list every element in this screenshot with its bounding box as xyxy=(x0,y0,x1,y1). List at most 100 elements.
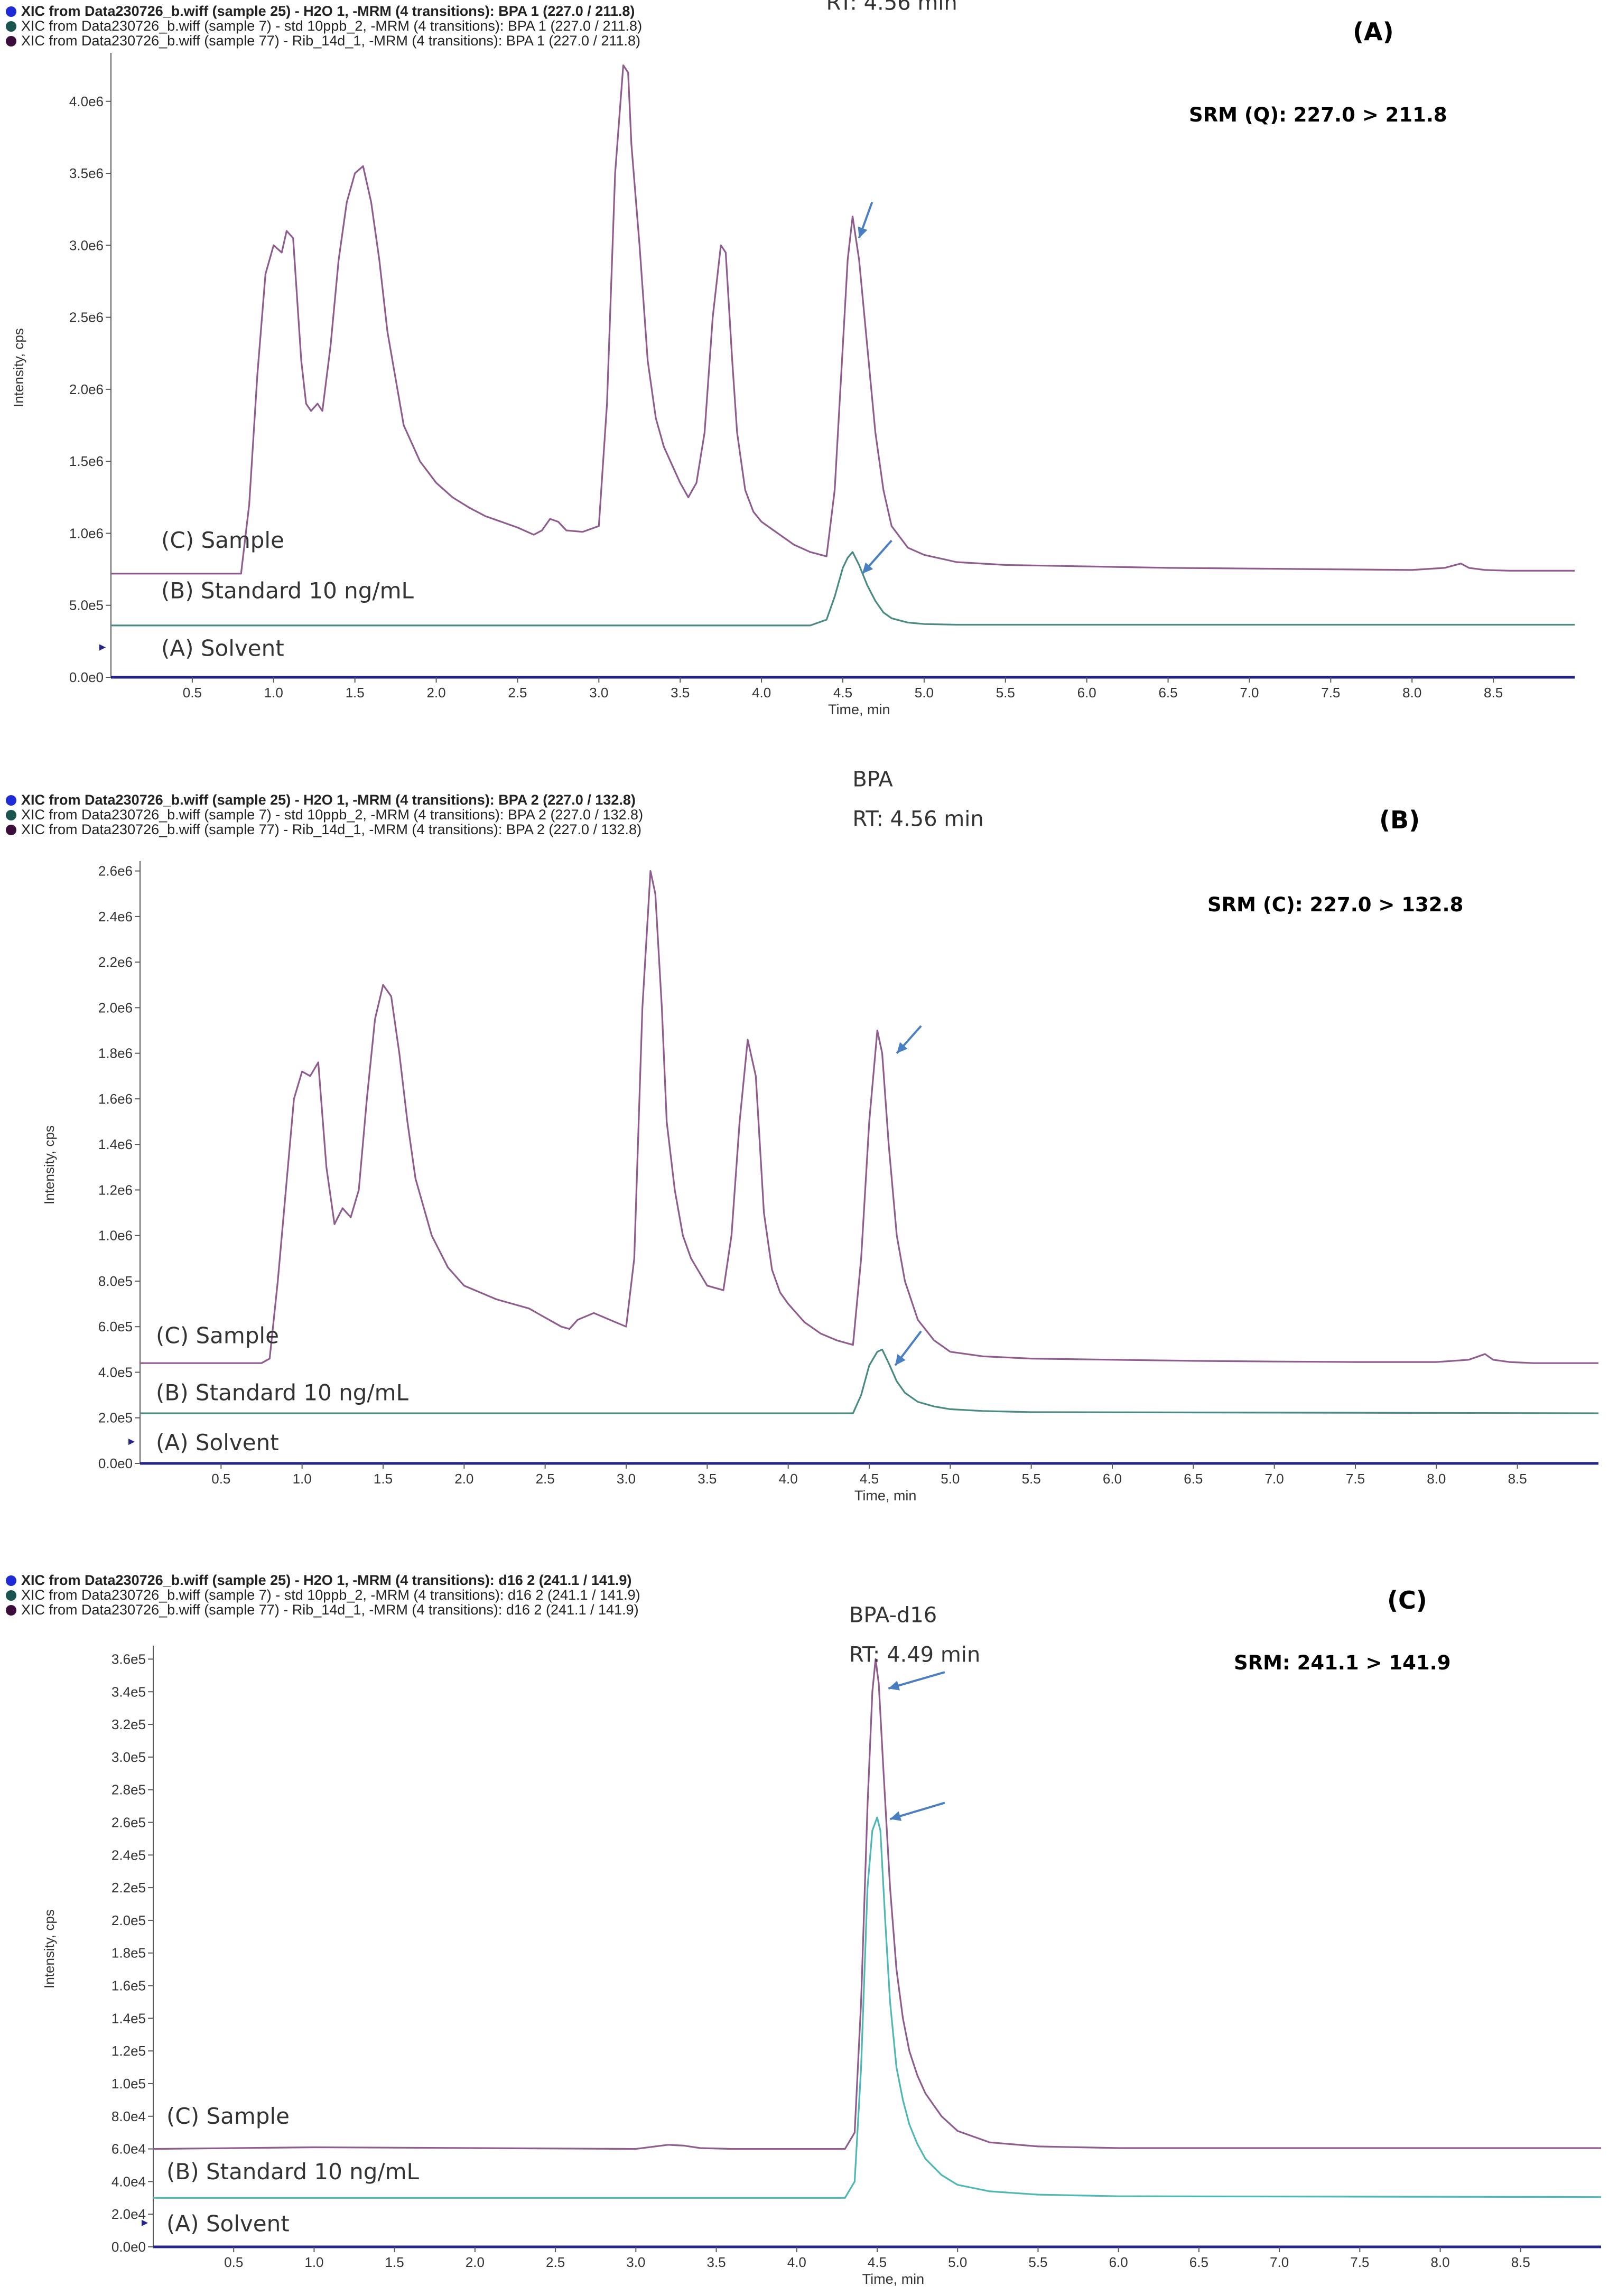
legend-marker-3 xyxy=(6,36,16,46)
series-line-sample xyxy=(111,64,1575,575)
y-tick-label: 3.5e6 xyxy=(69,165,104,181)
y-tick-label: 1.8e6 xyxy=(98,1046,133,1061)
legend-marker-3 xyxy=(6,1605,16,1616)
y-tick-label: 3.6e5 xyxy=(111,1651,146,1667)
solvent-marker xyxy=(128,1439,135,1445)
y-tick-label: 2.0e6 xyxy=(98,1000,133,1015)
peak-arrow-head-1 xyxy=(897,1042,908,1053)
trace-label-2: (B) Standard 10 ng/mL xyxy=(161,577,414,603)
y-tick-label: 0.0e0 xyxy=(69,669,104,685)
y-axis-title: Intensity, cps xyxy=(41,1909,57,1989)
y-tick-label: 3.4e5 xyxy=(111,1684,146,1700)
y-tick-label: 2.0e5 xyxy=(98,1410,133,1426)
x-tick-label: 8.5 xyxy=(1511,2254,1530,2270)
trace-label-2: (B) Standard 10 ng/mL xyxy=(166,2159,419,2185)
x-tick-label: 4.5 xyxy=(868,2254,887,2270)
x-tick-label: 8.0 xyxy=(1427,1471,1446,1487)
series-line-standard xyxy=(140,1348,1599,1414)
x-tick-label: 1.5 xyxy=(385,2254,404,2270)
x-tick-label: 5.5 xyxy=(1028,2254,1047,2270)
x-tick-label: 0.5 xyxy=(211,1471,230,1487)
x-tick-label: 3.0 xyxy=(589,685,608,701)
y-axis-title: Intensity, cps xyxy=(11,328,26,407)
x-tick-label: 7.5 xyxy=(1350,2254,1369,2270)
x-tick-label: 8.0 xyxy=(1402,685,1421,701)
legend-marker-2 xyxy=(6,21,16,32)
trace-label-3: (A) Solvent xyxy=(166,2211,290,2237)
y-tick-label: 1.2e6 xyxy=(98,1182,133,1198)
srm-label: SRM (C): 227.0 > 132.8 xyxy=(1207,893,1463,916)
y-tick-label: 2.4e6 xyxy=(98,909,133,925)
y-tick-label: 0.0e0 xyxy=(111,2239,146,2255)
chart-panels: XIC from Data230726_b.wiff (sample 25) -… xyxy=(6,0,1602,2287)
x-tick-label: 3.5 xyxy=(706,2254,726,2270)
trace-label-3: (A) Solvent xyxy=(156,1430,279,1455)
srm-label: SRM (Q): 227.0 > 211.8 xyxy=(1189,104,1447,126)
series-line-sample xyxy=(153,1658,1601,2150)
legend-entry-2: XIC from Data230726_b.wiff (sample 7) - … xyxy=(21,807,643,823)
y-tick-label: 2.0e4 xyxy=(111,2206,146,2222)
solvent-marker xyxy=(99,644,106,651)
y-tick-label: 4.0e6 xyxy=(69,94,104,109)
x-tick-label: 7.5 xyxy=(1321,685,1340,701)
x-tick-label: 5.5 xyxy=(1022,1471,1041,1487)
peak-arrow-head-2 xyxy=(862,562,873,574)
x-tick-label: 6.5 xyxy=(1158,685,1177,701)
series-line-sample xyxy=(140,870,1598,1364)
y-tick-label: 2.2e6 xyxy=(98,954,133,970)
legend-marker-2 xyxy=(6,810,16,820)
y-tick-label: 3.0e6 xyxy=(69,237,104,253)
legend-entry-2: XIC from Data230726_b.wiff (sample 7) - … xyxy=(21,1587,640,1603)
legend-entry-3: XIC from Data230726_b.wiff (sample 77) -… xyxy=(21,822,641,837)
x-tick-label: 6.5 xyxy=(1189,2254,1208,2270)
x-tick-label: 0.5 xyxy=(224,2254,243,2270)
trace-label-1: (C) Sample xyxy=(156,1322,279,1348)
y-tick-label: 1.5e6 xyxy=(69,453,104,469)
x-tick-label: 1.0 xyxy=(304,2254,323,2270)
y-tick-label: 4.0e4 xyxy=(111,2173,146,2189)
x-tick-label: 2.5 xyxy=(536,1471,555,1487)
legend-marker-3 xyxy=(6,825,16,835)
x-tick-label: 7.0 xyxy=(1265,1471,1284,1487)
peak-name-label: BPA xyxy=(852,768,893,792)
x-tick-label: 2.0 xyxy=(426,685,445,701)
y-tick-label: 1.4e6 xyxy=(98,1136,133,1152)
series-line-standard xyxy=(153,1816,1602,2199)
y-tick-label: 2.6e6 xyxy=(98,863,133,879)
chart-panel-3: XIC from Data230726_b.wiff (sample 25) -… xyxy=(6,1572,1602,2287)
chart-panel-2: XIC from Data230726_b.wiff (sample 25) -… xyxy=(6,768,1599,1504)
y-tick-label: 3.2e5 xyxy=(111,1716,146,1732)
x-tick-label: 2.0 xyxy=(454,1471,473,1487)
x-tick-label: 2.0 xyxy=(466,2254,485,2270)
y-tick-label: 3.0e5 xyxy=(111,1749,146,1765)
legend-entry-1: XIC from Data230726_b.wiff (sample 25) -… xyxy=(21,792,636,808)
retention-time-label: RT: 4.49 min xyxy=(849,1642,980,1667)
y-tick-label: 2.6e5 xyxy=(111,1814,146,1830)
retention-time-label: RT: 4.56 min xyxy=(826,0,957,15)
x-tick-label: 4.0 xyxy=(779,1471,798,1487)
x-tick-label: 4.0 xyxy=(752,685,771,701)
trace-label-1: (C) Sample xyxy=(161,527,284,553)
x-tick-label: 4.5 xyxy=(860,1471,879,1487)
legend-marker-2 xyxy=(6,1590,16,1601)
x-tick-label: 1.5 xyxy=(374,1471,393,1487)
peak-arrow-head-1 xyxy=(888,1681,900,1691)
peak-arrow-head-1 xyxy=(858,226,868,238)
x-tick-label: 2.5 xyxy=(508,685,527,701)
y-tick-label: 2.8e5 xyxy=(111,1782,146,1798)
panel-label: (A) xyxy=(1353,17,1394,46)
x-tick-label: 6.0 xyxy=(1077,685,1096,701)
y-tick-label: 2.0e6 xyxy=(69,381,104,397)
x-tick-label: 8.0 xyxy=(1430,2254,1449,2270)
y-tick-label: 1.0e6 xyxy=(98,1228,133,1244)
retention-time-label: RT: 4.56 min xyxy=(852,807,983,832)
y-tick-label: 2.5e6 xyxy=(69,310,104,325)
x-tick-label: 4.0 xyxy=(787,2254,806,2270)
legend-marker-1 xyxy=(6,6,16,17)
series-line-standard xyxy=(111,551,1575,627)
x-tick-label: 5.0 xyxy=(915,685,934,701)
legend-entry-2: XIC from Data230726_b.wiff (sample 7) - … xyxy=(21,18,642,34)
x-tick-label: 3.5 xyxy=(671,685,690,701)
